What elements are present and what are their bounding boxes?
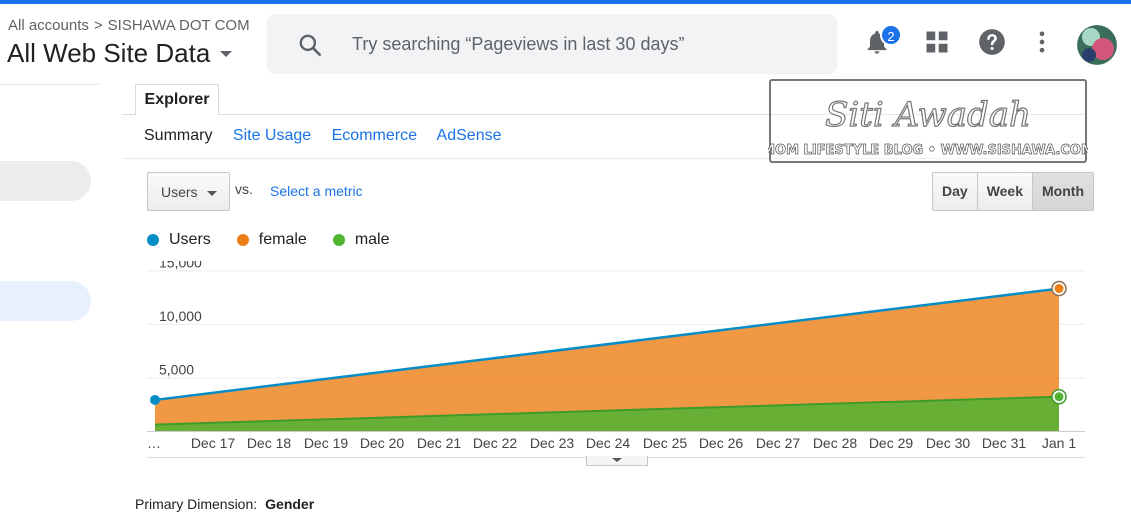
x-tick-label: Dec 30 <box>926 435 971 451</box>
apps-grid-icon[interactable] <box>923 28 951 56</box>
data-point-users-start <box>150 394 160 405</box>
tab-divider <box>122 114 1087 115</box>
x-tick-label: Dec 19 <box>304 435 349 451</box>
metric-select-value: Users <box>161 184 198 200</box>
x-tick-label: Dec 25 <box>643 435 688 451</box>
watermark-name: Siti Awadah <box>825 95 1031 135</box>
legend-swatch <box>332 234 345 246</box>
nav-item[interactable] <box>0 161 91 201</box>
help-icon[interactable] <box>978 28 1006 56</box>
select-metric-link[interactable]: Select a metric <box>270 183 363 199</box>
y-tick-label: 5,000 <box>159 361 194 377</box>
area-chart: 15,000 10,000 5,000 … Dec 17 Dec 18 Dec 19 Dec … <box>147 261 1085 458</box>
y-tick-label: 15,000 <box>159 261 202 270</box>
chart-legend: Users female male <box>147 231 416 249</box>
metric-select[interactable]: Users <box>147 172 230 211</box>
legend-item-female[interactable]: female <box>236 231 307 249</box>
subtab-ecommerce[interactable]: Ecommerce <box>331 127 417 144</box>
y-tick-label: 10,000 <box>159 308 202 324</box>
section-divider <box>122 158 1087 159</box>
top-accent-bar <box>0 0 1131 4</box>
avatar[interactable] <box>1077 25 1117 65</box>
nav-divider <box>0 84 100 85</box>
chevron-down-icon <box>612 458 622 462</box>
vs-label: vs. <box>235 181 253 197</box>
breadcrumb-separator: > <box>93 17 103 34</box>
series-area-male <box>155 396 1059 431</box>
notification-badge: 2 <box>880 24 902 46</box>
series-line-users <box>154 287 1060 402</box>
app-header: All accounts > SISHAWA DOT COM All Web Sit… <box>0 4 1131 84</box>
series-area-female <box>155 288 1059 431</box>
more-vert-icon[interactable] <box>1028 28 1056 56</box>
x-tick-label: Dec 17 <box>191 435 236 451</box>
chevron-down-icon[interactable] <box>220 50 233 57</box>
x-tick-label: Dec 22 <box>473 435 518 451</box>
series-line-male <box>154 395 1060 426</box>
breadcrumb-root[interactable]: All accounts <box>8 17 89 34</box>
view-selector[interactable]: All Web Site Data <box>7 38 233 69</box>
primary-dimension-value[interactable]: Gender <box>265 496 315 512</box>
nav-item-selected[interactable] <box>0 281 91 321</box>
x-tick-label: Dec 20 <box>360 435 405 451</box>
week-button[interactable]: Week <box>977 173 1034 210</box>
subtab-summary[interactable]: Summary <box>144 127 213 144</box>
data-point-female-end <box>1054 284 1064 294</box>
x-tick-label: Dec 29 <box>869 435 914 451</box>
primary-dimension-label: Primary Dimension: <box>135 496 258 512</box>
legend-item-male[interactable]: male <box>332 231 390 249</box>
tab-explorer[interactable]: Explorer <box>135 84 219 115</box>
granularity-toggle: Day Week Month <box>932 172 1094 211</box>
left-navigation <box>0 84 100 522</box>
report-content: Explorer Summary Site Usage Ecommerce Ad… <box>122 84 1131 522</box>
legend-item-users[interactable]: Users <box>147 231 211 249</box>
dropdown-arrow-icon <box>207 191 217 196</box>
x-tick-label: Dec 28 <box>813 435 858 451</box>
x-tick-label: Jan 1 <box>1042 435 1076 451</box>
x-tick-label: Dec 23 <box>530 435 575 451</box>
subtab-adsense[interactable]: AdSense <box>436 127 502 144</box>
view-title[interactable]: All Web Site Data <box>7 38 211 68</box>
day-button[interactable]: Day <box>933 173 978 210</box>
x-tick-label: Dec 31 <box>982 435 1027 451</box>
x-tick-label: … <box>147 435 161 451</box>
primary-dimension: Primary Dimension: Gender <box>135 496 314 512</box>
legend-swatch <box>147 234 159 246</box>
breadcrumb-account[interactable]: SISHAWA DOT COM <box>107 17 250 34</box>
x-tick-label: Dec 24 <box>586 435 631 451</box>
subtab-site-usage[interactable]: Site Usage <box>232 127 312 144</box>
data-point-male-end <box>1054 392 1064 402</box>
search-icon[interactable] <box>297 32 323 63</box>
legend-label: female <box>258 231 307 248</box>
search-input[interactable]: Try searching “Pageviews in last 30 days… <box>352 34 685 54</box>
watermark-tagline: MOM LIFESTYLE BLOG • WWW.SISHAWA.COM <box>768 143 1088 158</box>
x-tick-label: Dec 27 <box>756 435 801 451</box>
chart-collapse-toggle[interactable] <box>586 456 648 466</box>
breadcrumb[interactable]: All accounts > SISHAWA DOT COM <box>8 17 250 34</box>
explorer-subtabs: Summary Site Usage Ecommerce AdSense <box>144 127 517 145</box>
legend-label: male <box>354 231 390 248</box>
legend-label: Users <box>169 231 211 248</box>
x-tick-label: Dec 21 <box>417 435 462 451</box>
legend-swatch <box>236 234 249 246</box>
search-bar[interactable]: Try searching “Pageviews in last 30 days… <box>267 14 837 74</box>
x-tick-label: Dec 26 <box>699 435 744 451</box>
x-tick-label: Dec 18 <box>247 435 292 451</box>
watermark-logo: Siti Awadah MOM LIFESTYLE BLOG • WWW.SIS… <box>768 79 1088 163</box>
month-button[interactable]: Month <box>1033 173 1093 210</box>
